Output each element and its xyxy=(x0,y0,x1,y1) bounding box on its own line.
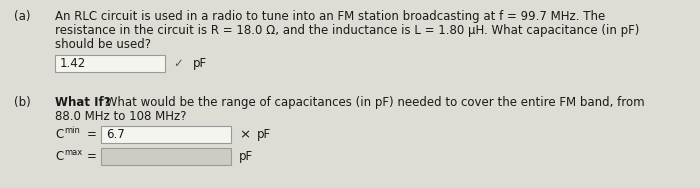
Text: pF: pF xyxy=(257,128,271,141)
Text: 6.7: 6.7 xyxy=(106,128,125,141)
Text: C: C xyxy=(55,128,63,141)
Text: C: C xyxy=(55,150,63,163)
Text: (b): (b) xyxy=(14,96,31,109)
Text: max: max xyxy=(64,148,83,157)
Text: ×: × xyxy=(239,128,250,141)
FancyBboxPatch shape xyxy=(101,148,231,165)
Text: min: min xyxy=(64,126,80,135)
Text: pF: pF xyxy=(193,57,207,70)
Text: =: = xyxy=(87,150,97,163)
Text: pF: pF xyxy=(239,150,253,163)
Text: ✓: ✓ xyxy=(173,57,183,70)
Text: resistance in the circuit is R = 18.0 Ω, and the inductance is L = 1.80 μH. What: resistance in the circuit is R = 18.0 Ω,… xyxy=(55,24,639,37)
FancyBboxPatch shape xyxy=(101,126,231,143)
Text: An RLC circuit is used in a radio to tune into an FM station broadcasting at f =: An RLC circuit is used in a radio to tun… xyxy=(55,10,606,23)
Text: (a): (a) xyxy=(14,10,31,23)
Text: What If?: What If? xyxy=(55,96,111,109)
Text: 1.42: 1.42 xyxy=(60,57,86,70)
Text: should be used?: should be used? xyxy=(55,38,151,51)
Text: =: = xyxy=(87,128,97,141)
FancyBboxPatch shape xyxy=(55,55,165,72)
Text: What would be the range of capacitances (in pF) needed to cover the entire FM ba: What would be the range of capacitances … xyxy=(102,96,645,109)
Text: 88.0 MHz to 108 MHz?: 88.0 MHz to 108 MHz? xyxy=(55,110,186,123)
